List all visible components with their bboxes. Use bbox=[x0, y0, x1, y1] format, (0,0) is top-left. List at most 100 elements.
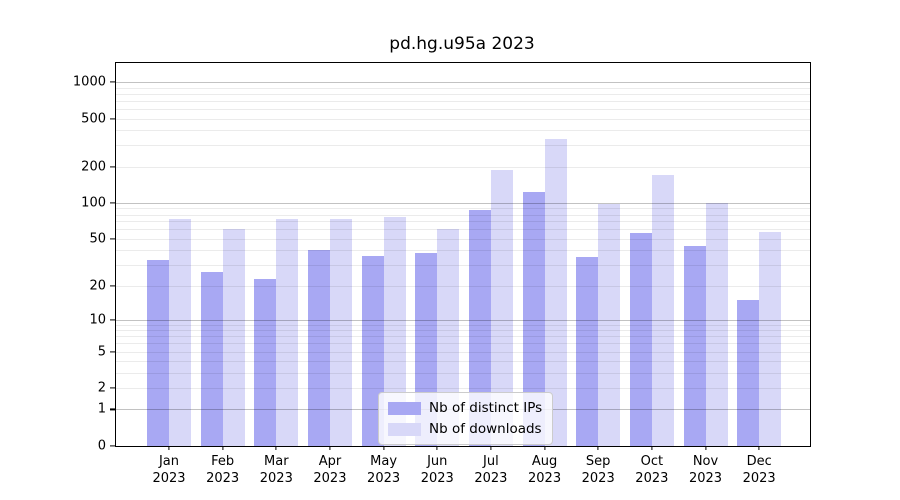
minor-gridline bbox=[116, 372, 810, 374]
chart-title: pd.hg.u95a 2023 bbox=[389, 34, 535, 54]
minor-gridline bbox=[116, 265, 810, 267]
x-axis-tick bbox=[275, 446, 277, 450]
bar-downloads-nov bbox=[705, 202, 728, 446]
x-axis-label-may: May 2023 bbox=[367, 454, 401, 486]
bar-downloads-feb bbox=[222, 229, 245, 446]
x-axis-label-sep: Sep 2023 bbox=[581, 454, 615, 486]
legend-label-distinct-ips: Nb of distinct IPs bbox=[429, 400, 543, 416]
x-axis-tick bbox=[222, 446, 224, 450]
bar-distinct-ips-nov bbox=[683, 245, 706, 446]
minor-gridline bbox=[116, 388, 810, 390]
x-axis-tick bbox=[168, 446, 170, 450]
major-gridline bbox=[116, 319, 810, 321]
bar-distinct-ips-jul bbox=[468, 210, 491, 446]
y-axis-label-5: 5 bbox=[97, 344, 106, 360]
legend-swatch-distinct-ips bbox=[388, 401, 421, 415]
minor-gridline bbox=[116, 130, 810, 132]
x-axis-label-apr: Apr 2023 bbox=[313, 454, 347, 486]
legend-label-downloads: Nb of downloads bbox=[429, 421, 542, 437]
minor-gridline bbox=[116, 330, 810, 332]
y-axis-label-200: 200 bbox=[81, 159, 106, 175]
minor-gridline bbox=[116, 361, 810, 363]
x-axis-label-mar: Mar 2023 bbox=[259, 454, 293, 486]
x-axis-tick bbox=[597, 446, 599, 450]
y-axis-tick bbox=[110, 202, 115, 204]
minor-gridline bbox=[116, 238, 810, 240]
x-axis-label-jan: Jan 2023 bbox=[152, 454, 186, 486]
x-axis-tick bbox=[490, 446, 492, 450]
y-axis-label-10: 10 bbox=[89, 312, 106, 328]
x-axis-tick bbox=[329, 446, 331, 450]
x-axis-tick bbox=[704, 446, 707, 450]
y-axis-tick bbox=[110, 445, 115, 447]
bar-downloads-oct bbox=[651, 175, 674, 446]
minor-gridline bbox=[116, 221, 810, 223]
minor-gridline bbox=[116, 343, 810, 345]
bar-distinct-ips-dec bbox=[737, 299, 760, 446]
y-axis-label-20: 20 bbox=[89, 278, 106, 294]
legend: Nb of distinct IPs Nb of downloads bbox=[378, 392, 554, 445]
minor-gridline bbox=[116, 351, 810, 353]
x-axis-label-nov: Nov 2023 bbox=[688, 454, 723, 486]
y-axis-tick bbox=[110, 408, 115, 411]
y-axis-tick bbox=[110, 117, 115, 120]
bar-distinct-ips-aug bbox=[522, 191, 545, 446]
y-axis-tick bbox=[110, 285, 115, 287]
minor-gridline bbox=[116, 166, 810, 168]
bar-distinct-ips-feb bbox=[200, 272, 223, 446]
minor-gridline bbox=[116, 87, 810, 89]
y-axis-label-500: 500 bbox=[81, 111, 106, 126]
bar-downloads-may bbox=[383, 217, 406, 446]
minor-gridline bbox=[116, 336, 810, 338]
minor-gridline bbox=[116, 100, 810, 102]
minor-gridline bbox=[116, 93, 810, 95]
minor-gridline bbox=[116, 118, 810, 120]
legend-entry-distinct-ips: Nb of distinct IPs bbox=[388, 400, 542, 416]
bar-downloads-mar bbox=[276, 219, 299, 446]
x-axis-label-jun: Jun 2023 bbox=[420, 454, 454, 486]
plot-area: Nb of distinct IPs Nb of downloads Jan 20… bbox=[73, 62, 811, 486]
y-axis-label-100: 100 bbox=[81, 195, 106, 211]
bar-downloads-sep bbox=[598, 203, 621, 446]
y-axis-tick bbox=[110, 238, 115, 240]
legend-entry-downloads: Nb of downloads bbox=[388, 421, 542, 437]
minor-gridline bbox=[116, 285, 810, 287]
y-axis-tick bbox=[110, 319, 115, 321]
y-axis-tick bbox=[110, 387, 115, 389]
minor-gridline bbox=[116, 324, 810, 326]
y-axis-tick bbox=[110, 81, 115, 83]
x-axis-label-dec: Dec 2023 bbox=[742, 454, 776, 486]
y-axis-tick bbox=[110, 166, 115, 168]
bar-downloads-jul bbox=[490, 169, 513, 446]
y-axis-label-1000: 1000 bbox=[72, 74, 106, 90]
x-axis-tick bbox=[436, 446, 438, 450]
minor-gridline bbox=[116, 214, 810, 216]
y-axis-label-1: 1 bbox=[97, 401, 106, 417]
minor-gridline bbox=[116, 229, 810, 231]
bar-downloads-apr bbox=[329, 219, 352, 446]
minor-gridline bbox=[116, 208, 810, 210]
x-axis-label-oct: Oct 2023 bbox=[635, 454, 669, 486]
x-axis-label-aug: Aug 2023 bbox=[528, 454, 562, 486]
bar-distinct-ips-sep bbox=[576, 257, 599, 446]
x-axis-label-feb: Feb 2023 bbox=[206, 454, 240, 486]
bar-distinct-ips-mar bbox=[254, 278, 277, 446]
minor-gridline bbox=[116, 250, 810, 252]
major-gridline bbox=[116, 202, 810, 204]
x-axis-tick bbox=[383, 446, 385, 450]
x-axis-tick bbox=[758, 446, 760, 450]
minor-gridline bbox=[116, 108, 810, 110]
x-axis-tick bbox=[543, 446, 546, 450]
y-axis-label-2: 2 bbox=[97, 380, 106, 396]
bar-downloads-jan bbox=[169, 219, 191, 446]
bar-downloads-aug bbox=[544, 138, 567, 446]
y-axis-label-50: 50 bbox=[89, 231, 106, 247]
bar-downloads-dec bbox=[759, 232, 782, 446]
x-axis-label-jul: Jul 2023 bbox=[474, 454, 508, 486]
y-axis-tick bbox=[110, 351, 115, 353]
x-axis-tick bbox=[651, 446, 653, 450]
legend-swatch-downloads bbox=[388, 422, 421, 436]
minor-gridline bbox=[116, 145, 810, 147]
major-gridline bbox=[116, 82, 810, 84]
bar-distinct-ips-apr bbox=[307, 250, 330, 446]
